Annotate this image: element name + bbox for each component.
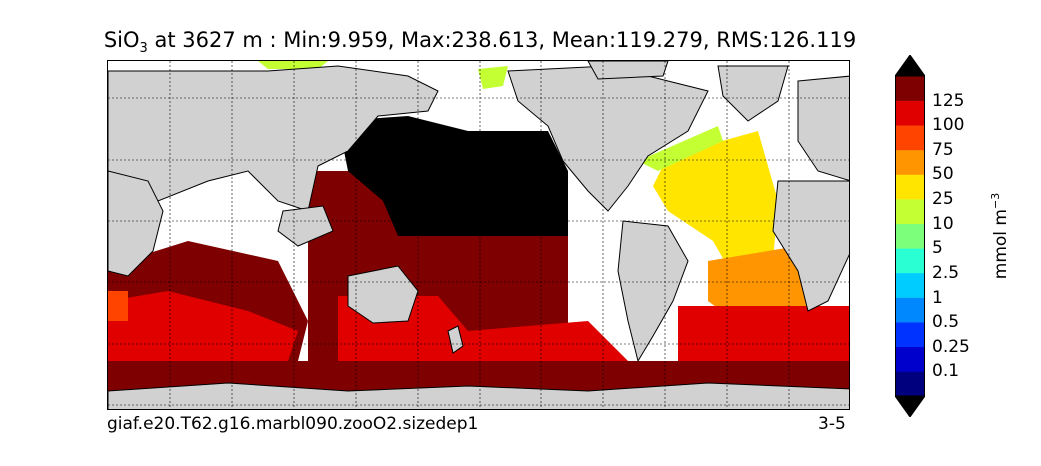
colorbar-units-exponent: −3 (989, 192, 1003, 209)
land-antarctica (108, 382, 849, 409)
case-name-label: giaf.e20.T62.g16.marbl090.zooO2.sizedep1 (107, 414, 479, 434)
title-variable: SiO (103, 28, 140, 52)
colorbar-segment (895, 371, 925, 397)
colorbar-segment (895, 76, 925, 101)
colorbar-tick-label: 50 (932, 164, 954, 185)
colorbar-units-base: mmol m (990, 209, 1011, 280)
colorbar-segment (895, 174, 925, 200)
region-north-atlantic-green (638, 126, 723, 171)
land-australia (347, 265, 419, 324)
colorbar-tick-label: 0.25 (932, 336, 970, 357)
land-se-asia (277, 205, 334, 247)
region-north-atlantic-yellow (653, 131, 778, 276)
title-variable-subscript: 3 (139, 41, 148, 57)
land-arctic-islands (587, 61, 669, 80)
colorbar-segment (895, 199, 925, 224)
region-southern-orangered (108, 291, 128, 321)
map-svg (108, 61, 849, 409)
colorbar-segment (895, 149, 925, 175)
region-north-pacific-black (338, 116, 568, 236)
colorbar-tick-label: 1 (932, 287, 943, 308)
region-southern-ocean (108, 361, 849, 391)
map-panel (107, 60, 850, 410)
land-north-america (507, 65, 709, 212)
colorbar-segment (895, 322, 925, 348)
land-new-zealand (447, 325, 464, 354)
land-europe-east (797, 75, 849, 181)
colorbar-extend-high (895, 55, 925, 77)
colorbar-tick-label: 25 (932, 189, 954, 210)
colorbar-units: mmol m−3 (989, 193, 1011, 279)
land-greenland (717, 65, 789, 122)
land-africa-west (108, 170, 164, 277)
region-arctic-green-1 (258, 61, 328, 69)
colorbar-tick-label: 125 (932, 90, 965, 111)
colorbar-tick-label: 5 (932, 238, 943, 259)
colorbar-outline (895, 75, 925, 397)
region-south-atlantic-red (678, 306, 849, 361)
years-label: 3-5 (818, 414, 846, 434)
plot-title: SiO3 at 3627 m : Min:9.959, Max:238.613,… (0, 28, 960, 56)
region-arctic-green-2 (478, 66, 508, 89)
colorbar-segment (895, 297, 925, 323)
colorbar-segment (895, 346, 925, 372)
colorbar-segment (895, 100, 925, 126)
colorbar-extend-low (895, 395, 925, 417)
colorbar-tick-label: 10 (932, 213, 954, 234)
colorbar (895, 55, 925, 417)
colorbar-segment (895, 125, 925, 151)
colorbar-segments (895, 76, 925, 397)
colorbar-tick-label: 0.1 (932, 361, 960, 382)
colorbar-segment (895, 272, 925, 298)
colorbar-tick-label: 100 (932, 115, 965, 136)
colorbar-tick-label: 75 (932, 139, 954, 160)
colorbar-tick-label: 2.5 (932, 262, 960, 283)
land-africa (772, 180, 849, 312)
colorbar-tick-label: 0.5 (932, 312, 960, 333)
region-south-indian-red (108, 291, 298, 361)
colorbar-segment (895, 223, 925, 249)
land-south-america (617, 220, 689, 363)
title-stats: at 3627 m : Min:9.959, Max:238.613, Mean… (147, 28, 857, 52)
colorbar-segment (895, 248, 925, 274)
land (108, 61, 849, 409)
